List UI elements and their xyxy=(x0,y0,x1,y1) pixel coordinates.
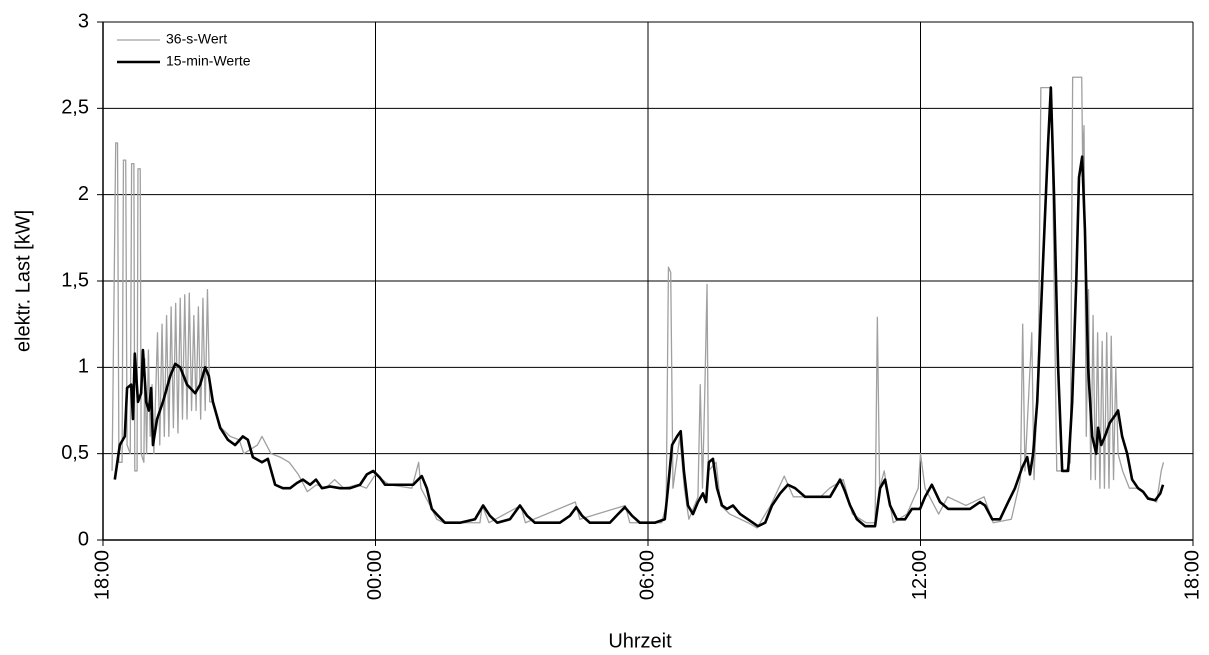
y-axis-title: elektr. Last [kW] xyxy=(12,210,34,352)
y-tick-label: 0,5 xyxy=(61,442,89,464)
x-tick-label: 18:00 xyxy=(1181,550,1203,600)
y-tick-label: 1 xyxy=(78,356,89,378)
legend-label: 15-min-Werte xyxy=(166,53,251,69)
x-axis-title: Uhrzeit xyxy=(608,630,672,652)
x-tick-label: 00:00 xyxy=(364,550,386,600)
x-tick-label: 18:00 xyxy=(91,550,113,600)
x-tick-label: 12:00 xyxy=(909,550,931,600)
y-tick-label: 1,5 xyxy=(61,269,89,291)
x-tick-label: 06:00 xyxy=(636,550,658,600)
series-line xyxy=(113,86,1165,528)
y-tick-label: 3 xyxy=(78,10,89,32)
series-line xyxy=(111,76,1165,529)
y-tick-label: 0 xyxy=(78,528,89,550)
legend-label: 36-s-Wert xyxy=(166,31,227,47)
y-tick-label: 2,5 xyxy=(61,97,89,119)
y-tick-label: 2 xyxy=(78,183,89,205)
